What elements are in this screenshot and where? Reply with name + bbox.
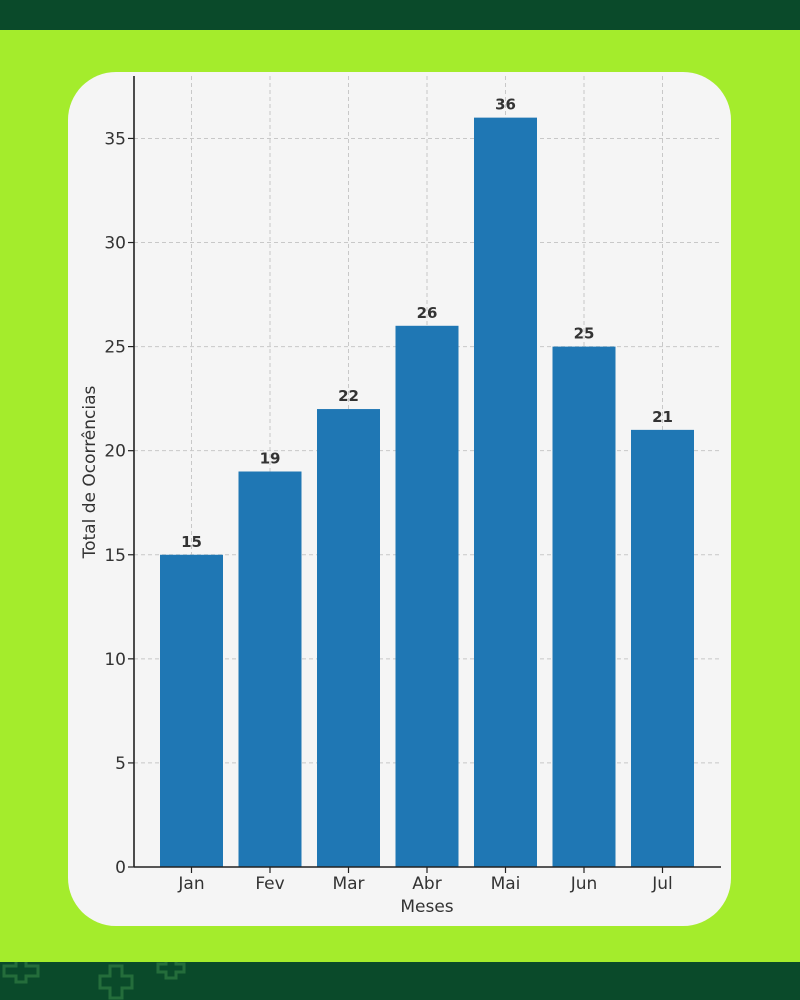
bar-jun — [552, 346, 616, 868]
bar-mar — [317, 409, 380, 867]
x-tick-label-jun: Jun — [570, 874, 598, 894]
bar-abr — [395, 325, 459, 868]
bar-mai — [474, 117, 537, 867]
axes — [128, 76, 721, 873]
data-label-abr: 26 — [417, 304, 438, 322]
y-tick-label: 0 — [115, 858, 126, 878]
y-tick-label: 30 — [104, 234, 126, 254]
data-label-fev: 19 — [260, 450, 281, 468]
data-label-mar: 22 — [338, 387, 359, 405]
bar-jan — [160, 554, 223, 867]
bar-jul — [631, 429, 694, 867]
bar-fev — [238, 471, 302, 867]
medical-cross-icon — [2, 962, 186, 1000]
x-tick-label-mar: Mar — [332, 874, 364, 894]
y-tick-label: 20 — [104, 442, 126, 462]
bars — [160, 117, 694, 868]
x-axis-label: Meses — [400, 897, 453, 917]
top-band — [0, 0, 800, 30]
y-tick-label: 15 — [104, 546, 126, 566]
x-tick-label-jul: Jul — [651, 874, 673, 894]
data-label-mai: 36 — [495, 96, 516, 114]
data-label-jul: 21 — [652, 408, 673, 426]
data-label-jun: 25 — [574, 325, 595, 343]
x-tick-label-fev: Fev — [255, 874, 284, 894]
labels: Meses Total de Ocorrências 0 5 10 15 20 25 30 3… — [80, 96, 673, 917]
x-tick-label-mai: Mai — [491, 874, 521, 894]
x-tick-label-abr: Abr — [412, 874, 441, 894]
bottom-band — [0, 962, 800, 1000]
y-tick-label: 5 — [115, 754, 126, 774]
y-tick-label: 25 — [104, 338, 126, 358]
x-tick-label-jan: Jan — [177, 874, 204, 894]
data-label-jan: 15 — [181, 533, 202, 551]
y-axis-label: Total de Ocorrências — [80, 385, 100, 559]
y-tick-label: 10 — [104, 650, 126, 670]
y-tick-label: 35 — [104, 129, 126, 149]
